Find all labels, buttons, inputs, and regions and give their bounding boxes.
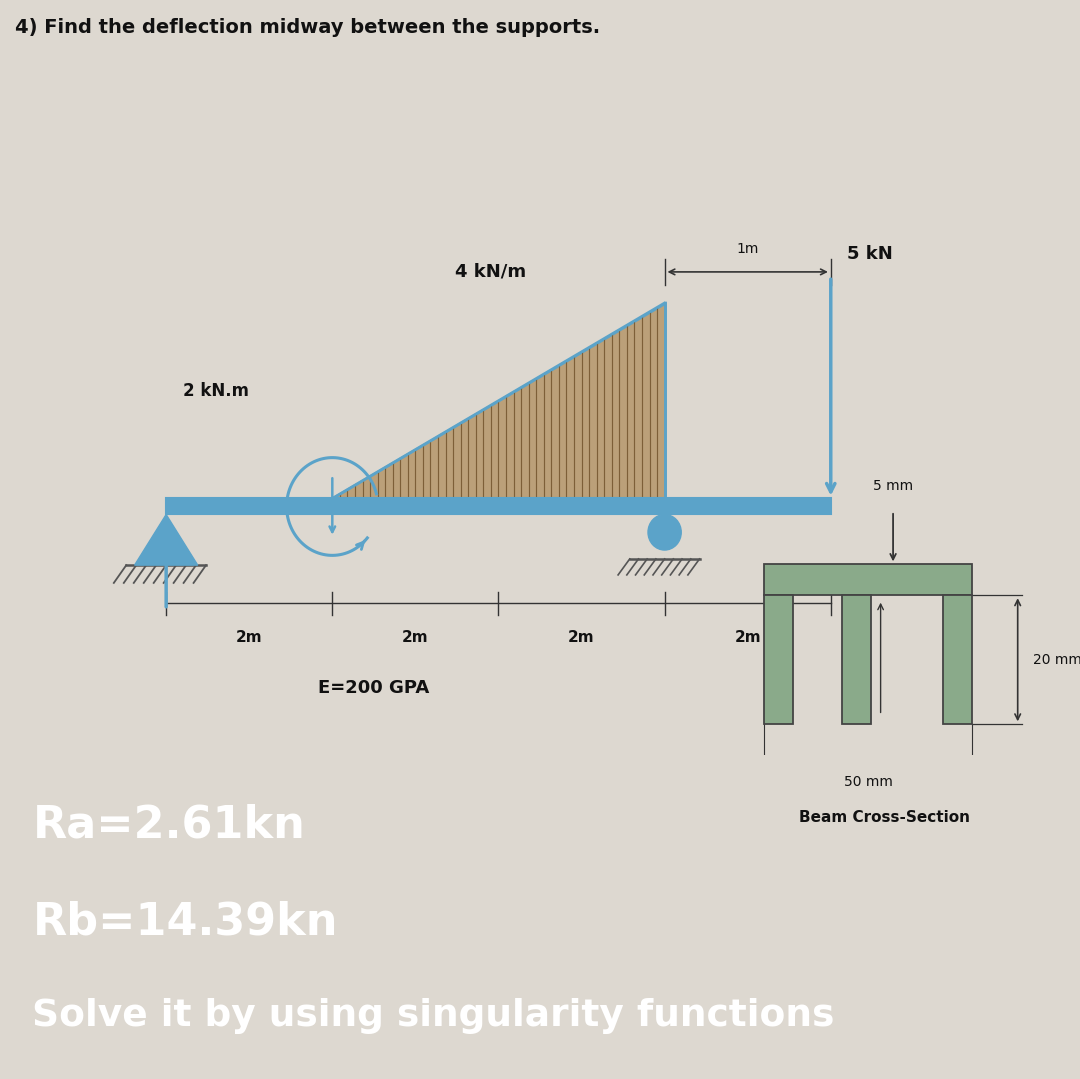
Bar xyxy=(943,596,972,724)
Bar xyxy=(841,596,870,724)
Text: 1m: 1m xyxy=(737,242,759,256)
Text: 2m: 2m xyxy=(402,630,429,645)
Text: 4 kN/m: 4 kN/m xyxy=(455,263,526,281)
Bar xyxy=(765,564,972,596)
Bar xyxy=(166,498,831,515)
Text: 2m: 2m xyxy=(235,630,262,645)
Polygon shape xyxy=(333,303,664,498)
Text: 5 kN: 5 kN xyxy=(848,245,893,263)
Text: Beam Cross-Section: Beam Cross-Section xyxy=(799,810,970,825)
Polygon shape xyxy=(135,515,198,565)
Text: 50 mm: 50 mm xyxy=(843,775,892,789)
Text: 2m: 2m xyxy=(734,630,761,645)
Text: Solve it by using singularity functions: Solve it by using singularity functions xyxy=(32,998,835,1034)
Text: Rb=14.39kn: Rb=14.39kn xyxy=(32,901,338,944)
Text: 4) Find the deflection midway between the supports.: 4) Find the deflection midway between th… xyxy=(15,17,600,37)
Text: 2m: 2m xyxy=(568,630,595,645)
Circle shape xyxy=(648,515,681,550)
Bar xyxy=(765,596,794,724)
Text: Ra=2.61kn: Ra=2.61kn xyxy=(32,804,306,847)
Text: 20 mm: 20 mm xyxy=(1032,653,1080,667)
Text: 2 kN.m: 2 kN.m xyxy=(183,382,248,400)
Text: E=200 GPA: E=200 GPA xyxy=(319,679,430,697)
Text: 5 mm: 5 mm xyxy=(873,479,913,493)
